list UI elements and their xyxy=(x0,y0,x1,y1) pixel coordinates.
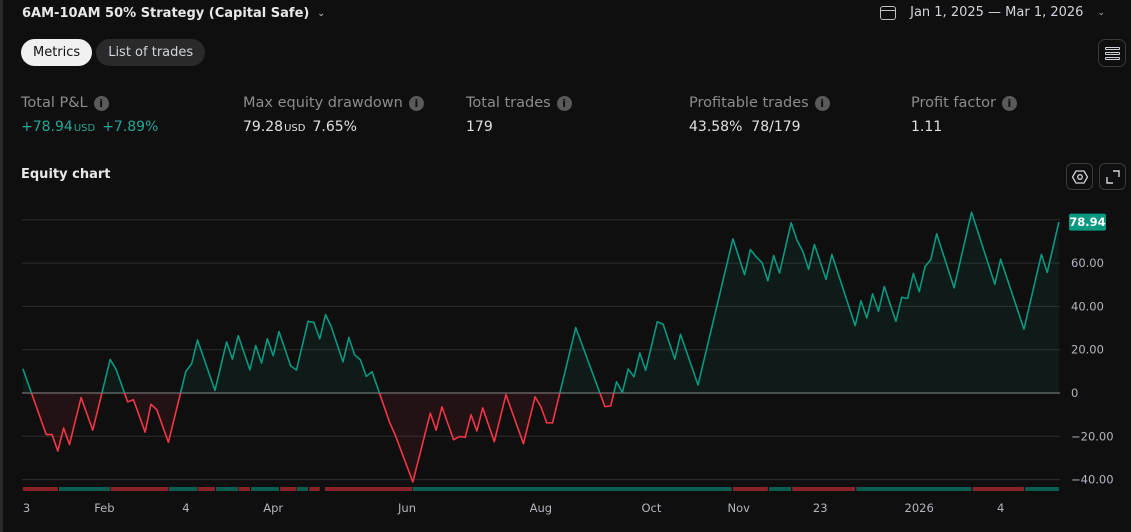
x-tick-label: 3 xyxy=(23,501,30,515)
info-icon[interactable]: i xyxy=(556,95,572,111)
menu-bar-icon xyxy=(1104,56,1120,60)
period-strip-loss xyxy=(732,487,768,491)
period-strip-profit xyxy=(297,487,309,491)
period-strip-profit xyxy=(168,487,198,491)
menu-bar-icon xyxy=(1104,51,1120,55)
x-tick-label: Feb xyxy=(94,501,114,515)
period-strip-loss xyxy=(280,487,297,491)
info-icon[interactable]: i xyxy=(1001,95,1017,111)
fullscreen-button[interactable] xyxy=(1099,163,1126,190)
chevron-down-icon: ⌄ xyxy=(317,8,325,19)
y-tick-label: 0 xyxy=(1071,386,1078,400)
strategy-selector[interactable]: 6AM-10AM 50% Strategy (Capital Safe) ⌄ xyxy=(22,6,325,21)
metric-total-pnl: Total P&L i +78.94USD +7.89% xyxy=(21,95,158,135)
equity-area-profit xyxy=(22,212,1059,393)
y-tick-label: 40.00 xyxy=(1071,299,1104,313)
equity-line-profit xyxy=(22,211,1060,393)
x-tick-label: 4 xyxy=(182,501,189,515)
period-strip-profit xyxy=(769,487,792,491)
metric-label: Total trades xyxy=(466,95,551,111)
period-strip-loss xyxy=(110,487,169,491)
metric-profitable-trades: Profitable trades i 43.58% 78/179 xyxy=(689,95,830,135)
chart-settings-button[interactable] xyxy=(1066,163,1093,190)
metric-percent: 43.58% xyxy=(689,119,743,135)
metric-percent: 7.65% xyxy=(312,119,357,135)
metric-label: Profitable trades xyxy=(689,95,809,111)
period-strip-loss xyxy=(972,487,1024,491)
menu-bar-icon xyxy=(1104,46,1120,50)
metric-unit: USD xyxy=(284,123,306,134)
metric-percent: +7.89% xyxy=(102,119,159,135)
info-icon[interactable]: i xyxy=(814,95,830,111)
period-strip-loss xyxy=(198,487,215,491)
panel-border xyxy=(0,0,3,532)
expand-icon xyxy=(1105,169,1120,184)
period-strip-profit xyxy=(58,487,111,491)
metric-ratio: 78/179 xyxy=(751,119,801,135)
last-value-tag xyxy=(1069,213,1106,231)
x-tick-label: Apr xyxy=(263,501,283,515)
x-tick-label: Oct xyxy=(642,501,662,515)
view-tabs: Metrics List of trades xyxy=(21,39,206,66)
x-tick-label: Aug xyxy=(530,501,552,515)
last-value-label: 78.94 xyxy=(1069,215,1105,229)
period-strip-profit xyxy=(216,487,239,491)
period-strip-loss xyxy=(324,487,413,491)
period-strip-profit xyxy=(1025,487,1059,491)
period-strip-loss xyxy=(792,487,856,491)
strategy-title: 6AM-10AM 50% Strategy (Capital Safe) xyxy=(22,6,310,21)
metric-label: Profit factor xyxy=(911,95,996,111)
x-tick-label: 23 xyxy=(813,501,828,515)
metric-value: +78.94 xyxy=(21,119,73,135)
layout-menu-button[interactable] xyxy=(1098,39,1126,67)
settings-icon xyxy=(1071,169,1088,184)
period-strip-loss xyxy=(22,487,58,491)
metric-unit: USD xyxy=(73,123,96,134)
metric-value: 1.11 xyxy=(911,119,943,135)
period-strip-loss xyxy=(238,487,250,491)
metric-profit-factor: Profit factor i 1.11 xyxy=(911,95,1017,135)
metric-value: 79.28 xyxy=(243,119,284,135)
period-strip-loss xyxy=(309,487,320,491)
period-strip-profit xyxy=(412,487,732,491)
x-tick-label: Nov xyxy=(728,501,751,515)
info-icon[interactable]: i xyxy=(408,95,424,111)
tab-metrics[interactable]: Metrics xyxy=(21,39,93,66)
metric-label: Max equity drawdown xyxy=(243,95,403,111)
equity-chart-title: Equity chart xyxy=(21,167,111,182)
metric-value: 179 xyxy=(466,119,493,135)
calendar-icon xyxy=(880,5,897,20)
x-tick-label: 2026 xyxy=(905,501,934,515)
period-strip-profit xyxy=(856,487,972,491)
y-tick-label: −40.00 xyxy=(1071,473,1114,487)
y-tick-label: −20.00 xyxy=(1071,429,1114,443)
equity-line-loss xyxy=(30,393,624,483)
y-tick-label: 20.00 xyxy=(1071,343,1104,357)
date-range-selector[interactable]: Jan 1, 2025 — Mar 1, 2026 ⌄ xyxy=(880,5,1105,20)
chevron-down-icon: ⌄ xyxy=(1097,7,1105,18)
metric-total-trades: Total trades i 179 xyxy=(466,95,572,135)
metric-label: Total P&L xyxy=(21,95,88,111)
info-icon[interactable]: i xyxy=(93,95,109,111)
metric-max-drawdown: Max equity drawdown i 79.28USD 7.65% xyxy=(243,95,424,135)
date-range: Jan 1, 2025 — Mar 1, 2026 xyxy=(910,5,1084,20)
y-tick-label: 60.00 xyxy=(1071,256,1104,270)
x-tick-label: Jun xyxy=(397,501,416,515)
tab-list-of-trades[interactable]: List of trades xyxy=(96,39,206,66)
period-strip-profit xyxy=(251,487,279,491)
x-tick-label: 4 xyxy=(997,501,1004,515)
